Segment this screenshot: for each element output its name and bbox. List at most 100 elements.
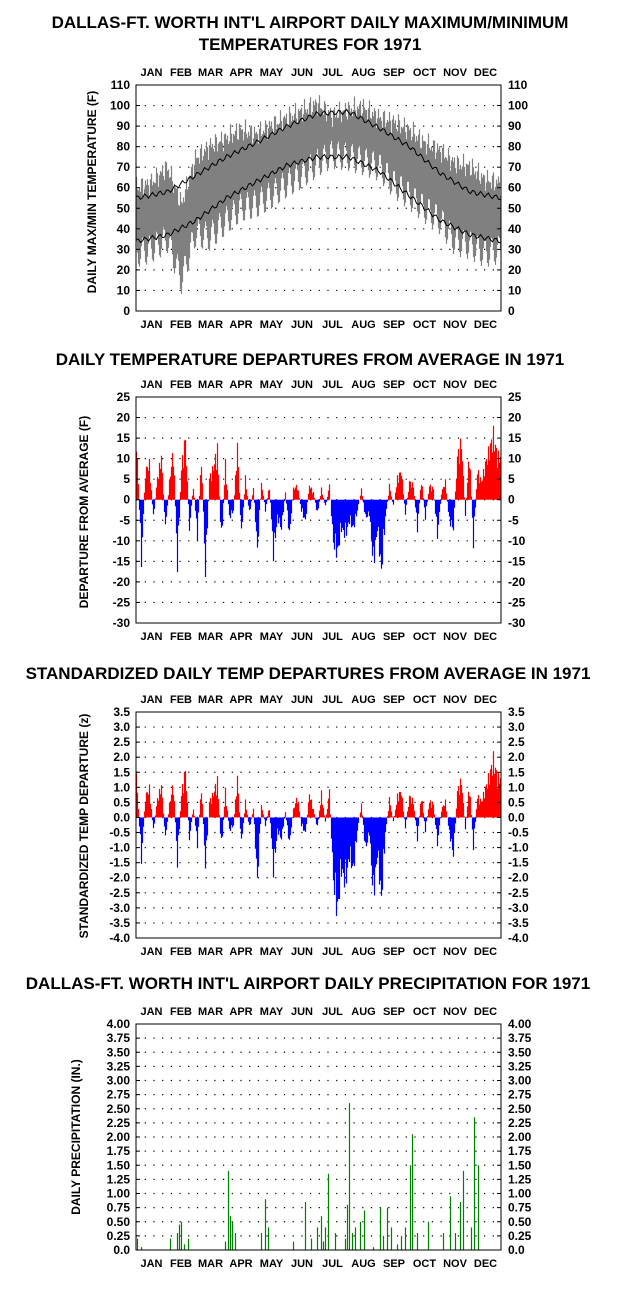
y-tick-label-right: 70 — [508, 160, 522, 174]
month-label-bottom: SEP — [383, 946, 405, 958]
month-label-top: NOV — [443, 67, 468, 79]
y-tick-label-right: 1.0 — [508, 780, 525, 794]
month-label-bottom: MAR — [198, 946, 223, 958]
month-label-bottom: NOV — [443, 946, 468, 958]
y-tick-label-left: 3.0 — [113, 720, 130, 734]
month-label-top: OCT — [413, 694, 437, 706]
y-tick-label-left: -20 — [113, 575, 131, 589]
y-tick-label-right: -3.5 — [508, 916, 529, 930]
month-label-bottom: SEP — [383, 1258, 405, 1270]
y-tick-label-right: -15 — [508, 554, 526, 568]
y-tick-label-left: -1.5 — [109, 856, 130, 870]
y-tick-label-left: -15 — [113, 554, 131, 568]
chart4-grid — [136, 1037, 501, 1237]
y-tick-label-left: 15 — [117, 431, 131, 445]
y-tick-label-right: 3.50 — [508, 1045, 532, 1059]
y-tick-label-right: 3.00 — [508, 1074, 532, 1088]
y-tick-label-left: 3.50 — [107, 1045, 131, 1059]
y-tick-label-right: -1.0 — [508, 841, 529, 855]
month-label-top: MAR — [198, 379, 223, 391]
y-tick-label-right: 2.0 — [508, 750, 525, 764]
y-tick-label-left: 0.75 — [107, 1201, 131, 1215]
month-label-bottom: FEB — [170, 319, 192, 331]
y-tick-label-left: -2.5 — [109, 886, 130, 900]
y-tick-label-left: 1.5 — [113, 765, 130, 779]
y-tick-label-right: -10 — [508, 534, 526, 548]
y-tick-label-left: 1.75 — [107, 1144, 131, 1158]
chart1-normal-lines — [136, 108, 501, 244]
y-tick-label-right: 20 — [508, 411, 522, 425]
month-label-bottom: FEB — [170, 1258, 192, 1270]
month-label-top: FEB — [170, 694, 192, 706]
y-tick-label-left: -25 — [113, 595, 131, 609]
normal-min-line — [136, 153, 501, 244]
month-label-bottom: AUG — [351, 946, 375, 958]
month-label-bottom: OCT — [413, 319, 437, 331]
month-label-bottom: JAN — [140, 1258, 162, 1270]
y-tick-label-right: 2.25 — [508, 1116, 532, 1130]
month-label-top: AUG — [351, 1006, 375, 1018]
month-label-bottom: OCT — [413, 631, 437, 643]
y-tick-label-right: 1.75 — [508, 1144, 532, 1158]
month-label-top: DEC — [474, 379, 497, 391]
y-tick-label-left: -5 — [119, 513, 130, 527]
y-tick-label-right: 30 — [508, 242, 522, 256]
month-label-bottom: NOV — [443, 319, 468, 331]
y-tick-label-right: -0.5 — [508, 826, 529, 840]
y-tick-label-left: 3.25 — [107, 1059, 131, 1073]
y-tick-label-left: 110 — [111, 78, 131, 92]
month-label-bottom: JUL — [322, 631, 343, 643]
chart1-daily-range-bars — [135, 95, 502, 294]
y-tick-label-left: 0 — [123, 304, 130, 318]
y-tick-label-right: 25 — [508, 390, 522, 404]
month-label-bottom: APR — [229, 946, 252, 958]
month-label-bottom: MAR — [198, 631, 223, 643]
month-label-top: JUN — [291, 1006, 313, 1018]
y-tick-label-right: 2.50 — [508, 1102, 532, 1116]
y-tick-label-left: 10 — [117, 283, 131, 297]
y-tick-label-left: 20 — [117, 411, 131, 425]
month-label-top: DEC — [474, 67, 497, 79]
month-label-top: SEP — [383, 67, 405, 79]
month-label-bottom: MAY — [260, 1258, 284, 1270]
month-label-top: SEP — [383, 379, 405, 391]
y-tick-label-right: 90 — [508, 119, 522, 133]
y-tick-label-right: 0.75 — [508, 1201, 532, 1215]
month-label-top: FEB — [170, 67, 192, 79]
month-label-top: JAN — [140, 379, 162, 391]
month-label-bottom: SEP — [383, 631, 405, 643]
month-label-top: APR — [229, 1006, 252, 1018]
chart4-ylabel: DAILY PRECIPITATION (IN.) — [69, 1059, 83, 1215]
y-tick-label-left: 2.00 — [107, 1130, 131, 1144]
month-label-top: JUN — [291, 67, 313, 79]
y-tick-label-right: 3.5 — [508, 705, 525, 719]
month-label-bottom: OCT — [413, 946, 437, 958]
month-label-bottom: MAR — [198, 1258, 223, 1270]
y-tick-label-right: 15 — [508, 431, 522, 445]
chart1-axis-labels: 0 0 10 10 20 20 30 30 40 40 50 50 60 60 70 70 80 80 90 90 10… — [110, 67, 528, 331]
month-label-bottom: DEC — [474, 1258, 497, 1270]
y-tick-label-left: 4.00 — [107, 1017, 131, 1031]
y-tick-label-right: 0 — [508, 493, 515, 507]
chart2-title: DAILY TEMPERATURE DEPARTURES FROM AVERAG… — [56, 350, 565, 369]
y-tick-label-right: 2.00 — [508, 1130, 532, 1144]
month-label-bottom: NOV — [443, 1258, 468, 1270]
month-label-top: MAY — [260, 694, 284, 706]
chart4-title: DALLAS-FT. WORTH INT'L AIRPORT DAILY PRE… — [26, 974, 590, 993]
month-label-top: MAR — [198, 67, 223, 79]
y-tick-label-right: 50 — [508, 201, 522, 215]
chart3-departure-bars — [135, 751, 502, 917]
month-label-bottom: JAN — [140, 631, 162, 643]
chart4-precipitation-bars — [136, 1103, 480, 1250]
normal-max-line — [136, 108, 501, 201]
month-label-bottom: AUG — [351, 319, 375, 331]
y-tick-label-right: 0.0 — [508, 1243, 525, 1257]
y-tick-label-left: 80 — [117, 140, 131, 154]
month-label-bottom: JAN — [140, 946, 162, 958]
month-label-bottom: DEC — [474, 319, 497, 331]
y-tick-label-left: 3.75 — [107, 1031, 131, 1045]
y-tick-label-right: -3.0 — [508, 901, 529, 915]
y-tick-label-right: 0.50 — [508, 1215, 532, 1229]
month-label-top: NOV — [443, 379, 468, 391]
